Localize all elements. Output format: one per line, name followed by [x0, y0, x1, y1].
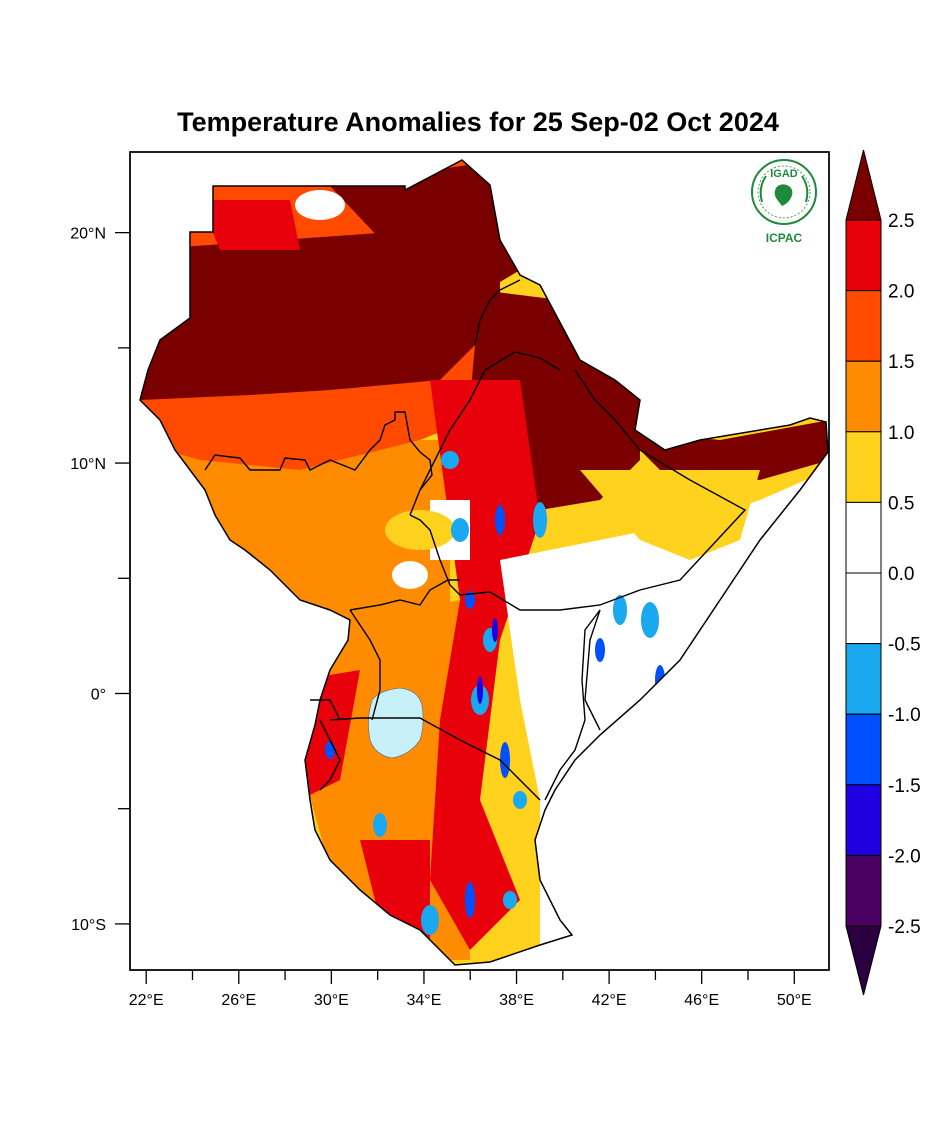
colorbar-bin: [845, 572, 882, 645]
field-blue-speck: [465, 591, 475, 609]
igad-icpac-logo: IGAD ICPAC: [751, 159, 817, 245]
field-blue-speck: [441, 451, 459, 469]
colorbar-bin: [845, 360, 882, 433]
field-blue-speck: [325, 741, 335, 759]
field-red-tanzania-sw: [360, 840, 430, 940]
country-border-line: [584, 609, 601, 731]
lake-victoria: [368, 687, 424, 759]
logo-top-text: IGAD: [770, 168, 798, 180]
map-frame: [129, 151, 830, 971]
field-darkred-northeast: [330, 160, 520, 300]
country-border-line: [474, 279, 521, 346]
colorbar-level-label: -0.5: [888, 635, 921, 656]
x-axis-ticks: 22°E 26°E 30°E 34°E 38°E 42°E 46°E 50°E: [129, 970, 812, 1009]
colorbar-bottom-arrow: [845, 925, 882, 996]
field-blue-speck: [503, 891, 517, 909]
x-tick-label: 50°E: [777, 992, 812, 1009]
colorbar-level-label: -2.5: [888, 917, 921, 938]
colorbar-bin: [845, 219, 882, 292]
colorbar-bin: [845, 643, 882, 715]
x-tick-label: 42°E: [592, 992, 627, 1009]
y-tick-label: 20°N: [70, 226, 106, 243]
field-deepblue-speck: [492, 618, 498, 642]
region-outline: [139, 159, 829, 966]
field-blue-speck: [613, 595, 627, 625]
field-blue-speck: [500, 742, 510, 778]
country-border-line: [409, 369, 747, 611]
colorbar-bin: [845, 290, 882, 362]
y-tick-label: 10°N: [70, 456, 106, 473]
colorbar-bin: [845, 854, 882, 927]
field-white-sudan: [392, 561, 428, 589]
colorbar-level-label: 1.0: [888, 423, 914, 444]
country-border-line: [409, 351, 561, 516]
map-title: Temperature Anomalies for 25 Sep-02 Oct …: [177, 107, 779, 137]
x-tick-label: 22°E: [129, 992, 164, 1009]
country-border-line: [319, 719, 341, 791]
field-blue-speck: [465, 882, 475, 918]
field-blue-speck: [641, 602, 659, 638]
x-tick-label: 26°E: [221, 992, 256, 1009]
field-yellow-sudan: [385, 510, 455, 550]
country-border-line: [310, 699, 341, 721]
field-blue-speck: [421, 905, 439, 935]
x-tick-label: 30°E: [314, 992, 349, 1009]
x-tick-label: 34°E: [407, 992, 442, 1009]
colorbar-bin: [845, 784, 882, 856]
country-border-line: [349, 609, 381, 721]
colorbar-top-arrow: [845, 149, 882, 221]
colorbar: 2.5 2.0 1.5 1.0 0.5 0.0 -0.5 -1.0 -1.5 -2.0 -2.5: [845, 149, 921, 996]
field-darkred-gulf: [620, 420, 828, 480]
field-yellow-horn: [580, 470, 760, 560]
country-borders: [204, 279, 747, 801]
colorbar-level-label: -2.0: [888, 846, 921, 867]
field-deepblue-speck: [477, 676, 483, 704]
field-blue-speck: [595, 638, 605, 662]
country-border-line: [544, 609, 601, 801]
colorbar-level-label: -1.0: [888, 705, 921, 726]
field-blue-speck: [533, 502, 547, 538]
colorbar-bin: [845, 713, 882, 786]
field-blue-speck: [451, 518, 469, 542]
colorbar-level-label: 2.0: [888, 282, 914, 303]
y-axis-ticks: 20°N 10°N 0° 10°S: [70, 226, 130, 934]
colorbar-level-label: 1.5: [888, 352, 914, 373]
field-blue-speck: [495, 505, 505, 535]
y-tick-label: 10°S: [71, 917, 106, 934]
field-blue-speck: [513, 791, 527, 809]
logo-bottom-text: ICPAC: [766, 231, 803, 245]
country-border-line: [349, 579, 460, 611]
colorbar-level-label: -1.5: [888, 776, 921, 797]
colorbar-bin: [845, 501, 882, 574]
field-white-north: [295, 190, 345, 220]
x-tick-label: 38°E: [499, 992, 534, 1009]
y-tick-label: 0°: [91, 686, 106, 703]
x-tick-label: 46°E: [684, 992, 719, 1009]
colorbar-level-label: 2.5: [888, 211, 914, 232]
map-border: [129, 151, 830, 971]
colorbar-level-label: 0.5: [888, 493, 914, 514]
lake-victoria-shape: [368, 687, 424, 759]
field-red-patch: [200, 200, 300, 250]
colorbar-bin: [845, 431, 882, 503]
field-orange-west: [140, 440, 450, 640]
field-blue-speck: [373, 813, 387, 837]
country-border-line: [204, 411, 433, 491]
country-border-line: [329, 717, 541, 801]
colorbar-level-label: 0.0: [888, 564, 914, 585]
